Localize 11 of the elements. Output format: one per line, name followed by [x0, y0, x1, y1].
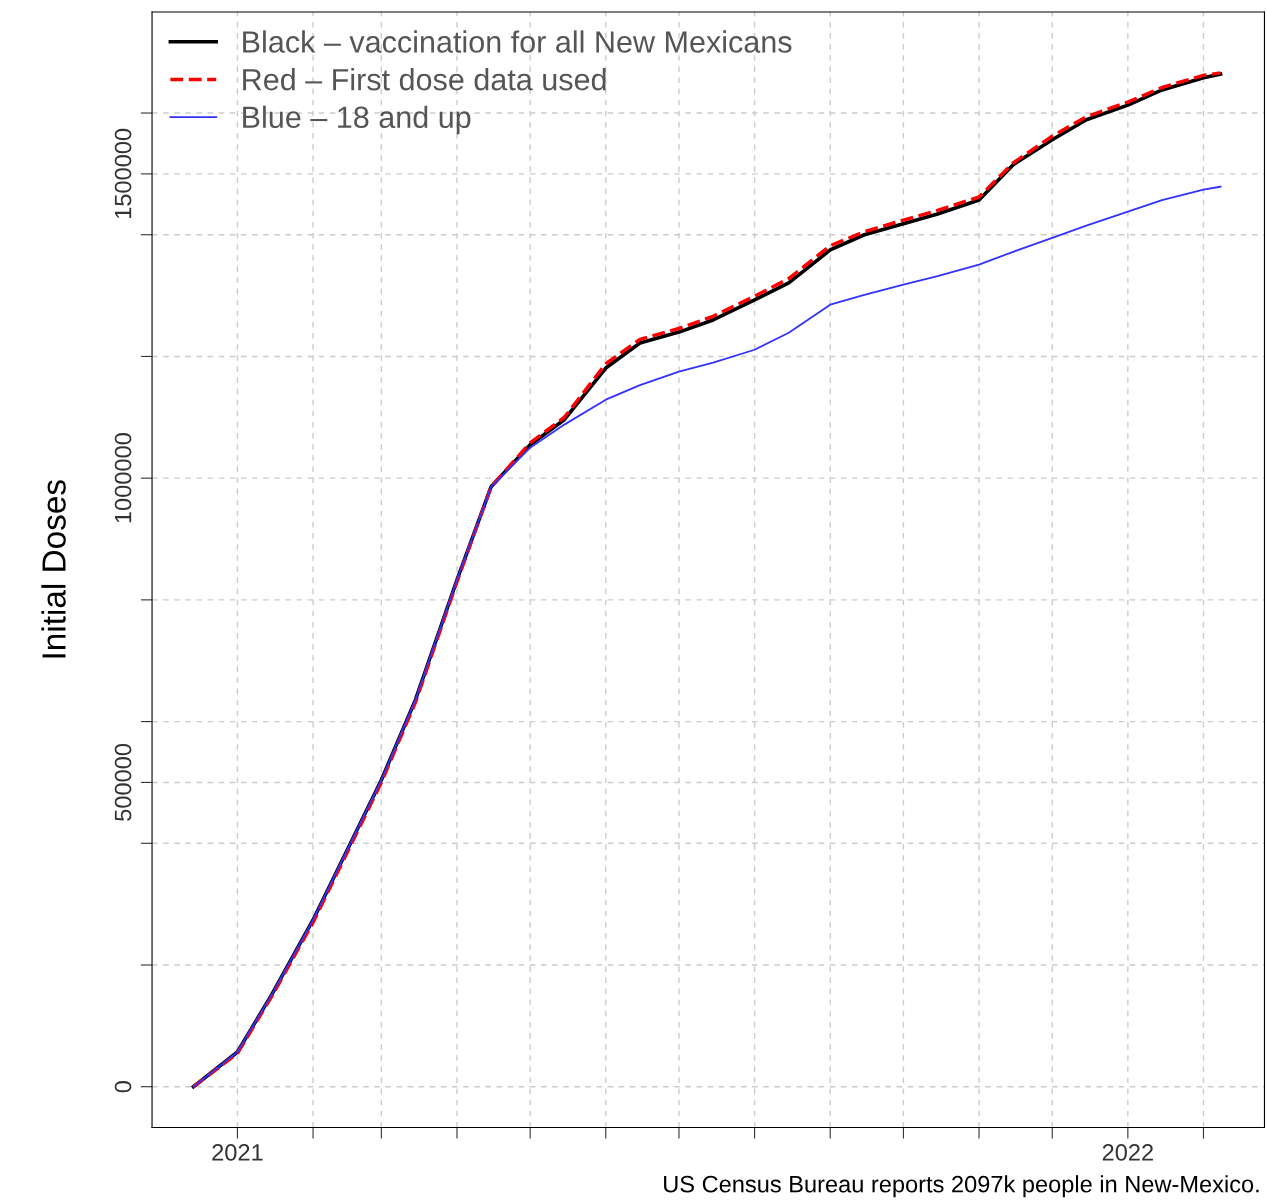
- legend-label: Blue – 18 and up: [243, 105, 471, 135]
- y-tick-label: 500000: [114, 743, 132, 821]
- x-tick-label: 2021: [212, 1144, 263, 1161]
- y-tick-label: 1000000: [114, 433, 132, 523]
- legend-label: Black – vaccination for all New Mexicans: [243, 30, 792, 53]
- y-axis-title: Initial Doses: [41, 480, 66, 658]
- legend-label: Red – First dose data used: [243, 68, 606, 91]
- y-tick-label: 1500000: [114, 128, 132, 219]
- y-tick-label: 0: [114, 1081, 132, 1093]
- text: US Census Bureau reports 2097k people in New-Mexico.: [664, 1175, 1259, 1198]
- x-tick-label: 2022: [1102, 1144, 1153, 1161]
